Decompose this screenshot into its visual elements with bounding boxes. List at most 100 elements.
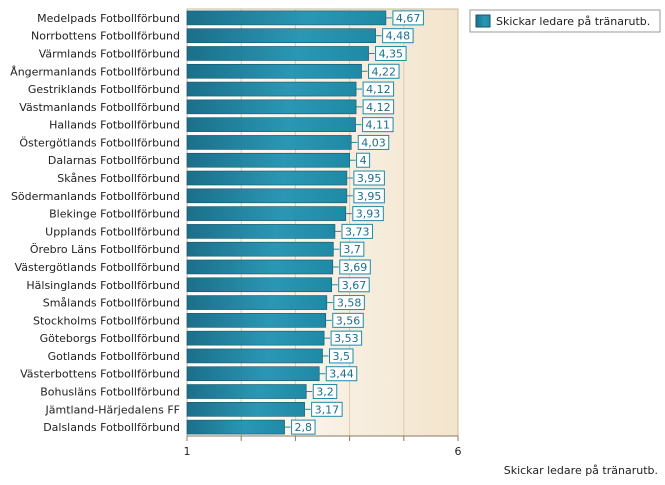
value-label-box: [339, 259, 371, 275]
value-label: 3,2: [312, 384, 338, 400]
category-label: Västerbottens Fotbollförbund: [20, 368, 180, 381]
bar: [186, 206, 347, 221]
value-label: 2,8: [291, 419, 316, 435]
value-label-text: 3,69: [343, 261, 368, 274]
value-label: 3,56: [332, 312, 364, 328]
bar: [186, 259, 334, 275]
category-label: Ångermanlands Fotbollförbund: [10, 65, 180, 78]
bar: [186, 170, 348, 186]
category-label: Stockholms Fotbollförbund: [33, 314, 180, 327]
category-label: Gotlands Fotbollförbund: [48, 350, 180, 363]
value-label-text: 4,12: [366, 83, 391, 96]
value-label-text: 4,22: [372, 65, 397, 78]
bar: [186, 224, 336, 239]
value-label: 4,12: [362, 99, 395, 115]
value-label-box: [375, 45, 407, 61]
category-label: Västergötlands Fotbollförbund: [15, 261, 180, 274]
legend-box: [469, 9, 661, 33]
bar: [186, 277, 333, 293]
value-label: 4: [356, 152, 371, 168]
value-label: 3,7: [339, 241, 365, 257]
value-label-box: [357, 134, 390, 150]
value-label-text: 4,03: [361, 136, 386, 149]
bar: [186, 63, 362, 79]
bar: [186, 10, 387, 26]
x-tick-label: 6: [455, 445, 462, 458]
category-label: Medelpads Fotbollförbund: [37, 12, 180, 25]
category-label: Södermanlands Fotbollförbund: [11, 190, 180, 203]
value-label-text: 2,8: [295, 421, 313, 434]
bar: [186, 384, 307, 399]
value-label-text: 3,95: [357, 190, 382, 203]
category-label: Örebro Läns Fotbollförbund: [30, 243, 180, 256]
value-label-box: [325, 366, 358, 382]
value-label-text: 4: [360, 154, 367, 167]
value-label: 4,22: [368, 63, 400, 79]
value-label: 3,67: [338, 277, 370, 293]
category-label: Norrbottens Fotbollförbund: [31, 30, 180, 43]
category-label: Gestriklands Fotbollförbund: [28, 83, 180, 96]
value-label-box: [341, 223, 373, 239]
value-label-text: 3,53: [334, 332, 359, 345]
value-label: 4,35: [375, 45, 407, 61]
value-label: 3,17: [311, 401, 343, 417]
value-label: 3,95: [353, 170, 385, 186]
plot-area: [186, 8, 459, 437]
value-label-box: [362, 99, 395, 115]
value-label-box: [291, 419, 316, 435]
value-label: 3,93: [352, 206, 384, 222]
bar: [186, 152, 350, 168]
value-label-text: 3,56: [336, 314, 361, 327]
value-label-text: 3,93: [356, 208, 381, 221]
legend-label: Skickar ledare på tränarutb.: [496, 15, 650, 28]
bar: [186, 188, 348, 204]
category-label: Göteborgs Fotbollförbund: [40, 332, 180, 345]
category-label: Skånes Fotbollförbund: [57, 172, 180, 185]
bar: [186, 348, 323, 364]
value-label-box: [356, 152, 371, 168]
value-label-text: 4,48: [386, 30, 411, 43]
value-label-text: 3,7: [343, 243, 361, 256]
category-label: Upplands Fotbollförbund: [45, 225, 180, 238]
bar: [186, 366, 320, 382]
value-label: 3,53: [330, 330, 363, 346]
value-label-box: [382, 28, 414, 44]
value-label-box: [329, 348, 354, 364]
bar: [186, 135, 352, 150]
value-label-box: [362, 117, 394, 133]
bar: [186, 402, 305, 417]
value-label: 3,44: [325, 366, 358, 382]
bar: [186, 99, 357, 115]
value-label-box: [353, 170, 385, 186]
category-label: Värmlands Fotbollförbund: [39, 47, 180, 60]
value-label-text: 3,67: [342, 279, 367, 292]
value-label-box: [332, 312, 364, 328]
category-label: Hallands Fotbollförbund: [49, 119, 180, 132]
value-label-box: [312, 384, 338, 400]
bar: [186, 419, 285, 435]
value-label: 3,58: [333, 295, 365, 311]
legend-swatch: [475, 14, 491, 28]
value-label-box: [368, 63, 400, 79]
value-label-box: [338, 277, 370, 293]
x-tick-label: 1: [184, 445, 191, 458]
value-label: 4,12: [362, 81, 395, 97]
value-label: 4,03: [357, 134, 390, 150]
category-label: Jämtland-Härjedalens FF: [45, 403, 181, 416]
category-label: Bohusläns Fotbollförbund: [40, 386, 180, 399]
value-label-text: 3,2: [316, 386, 334, 399]
bar: [186, 241, 334, 257]
bar: [186, 117, 356, 132]
category-label: Dalslands Fotbollförbund: [43, 421, 180, 434]
category-label: Blekinge Fotbollförbund: [49, 208, 180, 221]
value-label: 4,48: [382, 28, 414, 44]
value-label-text: 3,58: [337, 297, 362, 310]
value-label-text: 3,17: [315, 403, 340, 416]
value-label-box: [311, 401, 343, 417]
value-label: 3,69: [339, 259, 371, 275]
bar: [186, 46, 369, 61]
category-label: Hälsinglands Fotbollförbund: [26, 279, 180, 292]
bar: [186, 330, 325, 346]
value-label-box: [392, 10, 424, 26]
